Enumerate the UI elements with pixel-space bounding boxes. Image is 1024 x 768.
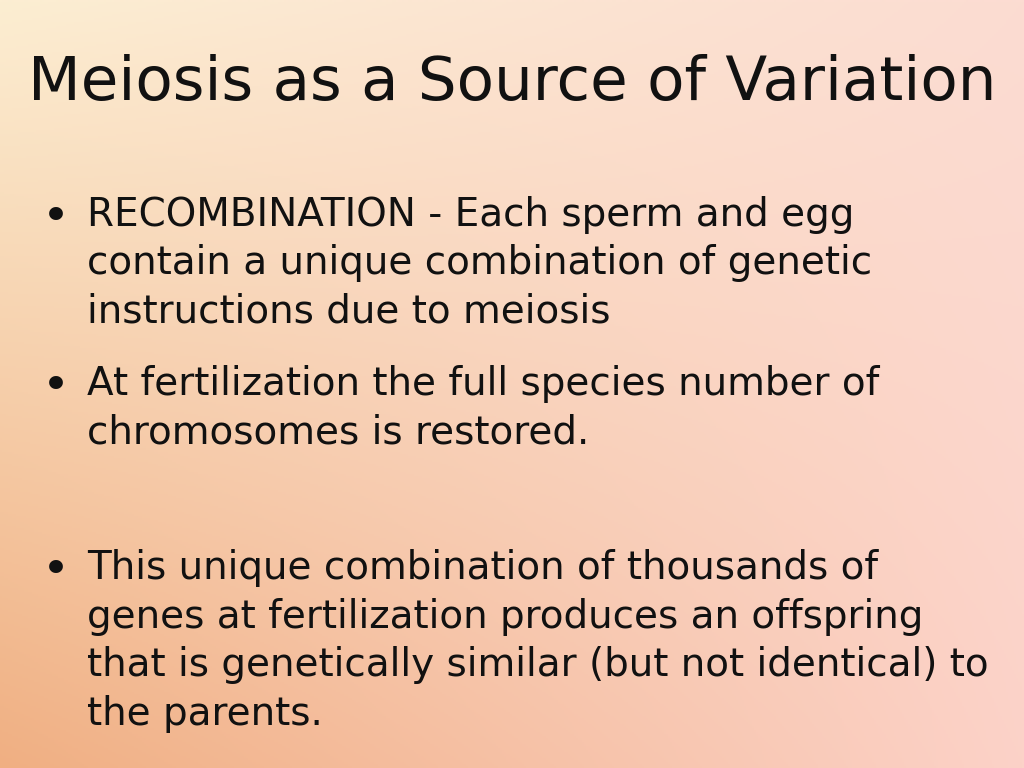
Text: At fertilization the full species number of
chromosomes is restored.: At fertilization the full species number… (87, 365, 880, 452)
Text: RECOMBINATION - Each sperm and egg
contain a unique combination of genetic
instr: RECOMBINATION - Each sperm and egg conta… (87, 196, 872, 331)
Text: •: • (42, 196, 71, 241)
Text: Meiosis as a Source of Variation: Meiosis as a Source of Variation (28, 54, 996, 113)
Text: This unique combination of thousands of
genes at fertilization produces an offsp: This unique combination of thousands of … (87, 549, 988, 733)
Text: •: • (42, 549, 71, 594)
Text: •: • (42, 365, 71, 410)
